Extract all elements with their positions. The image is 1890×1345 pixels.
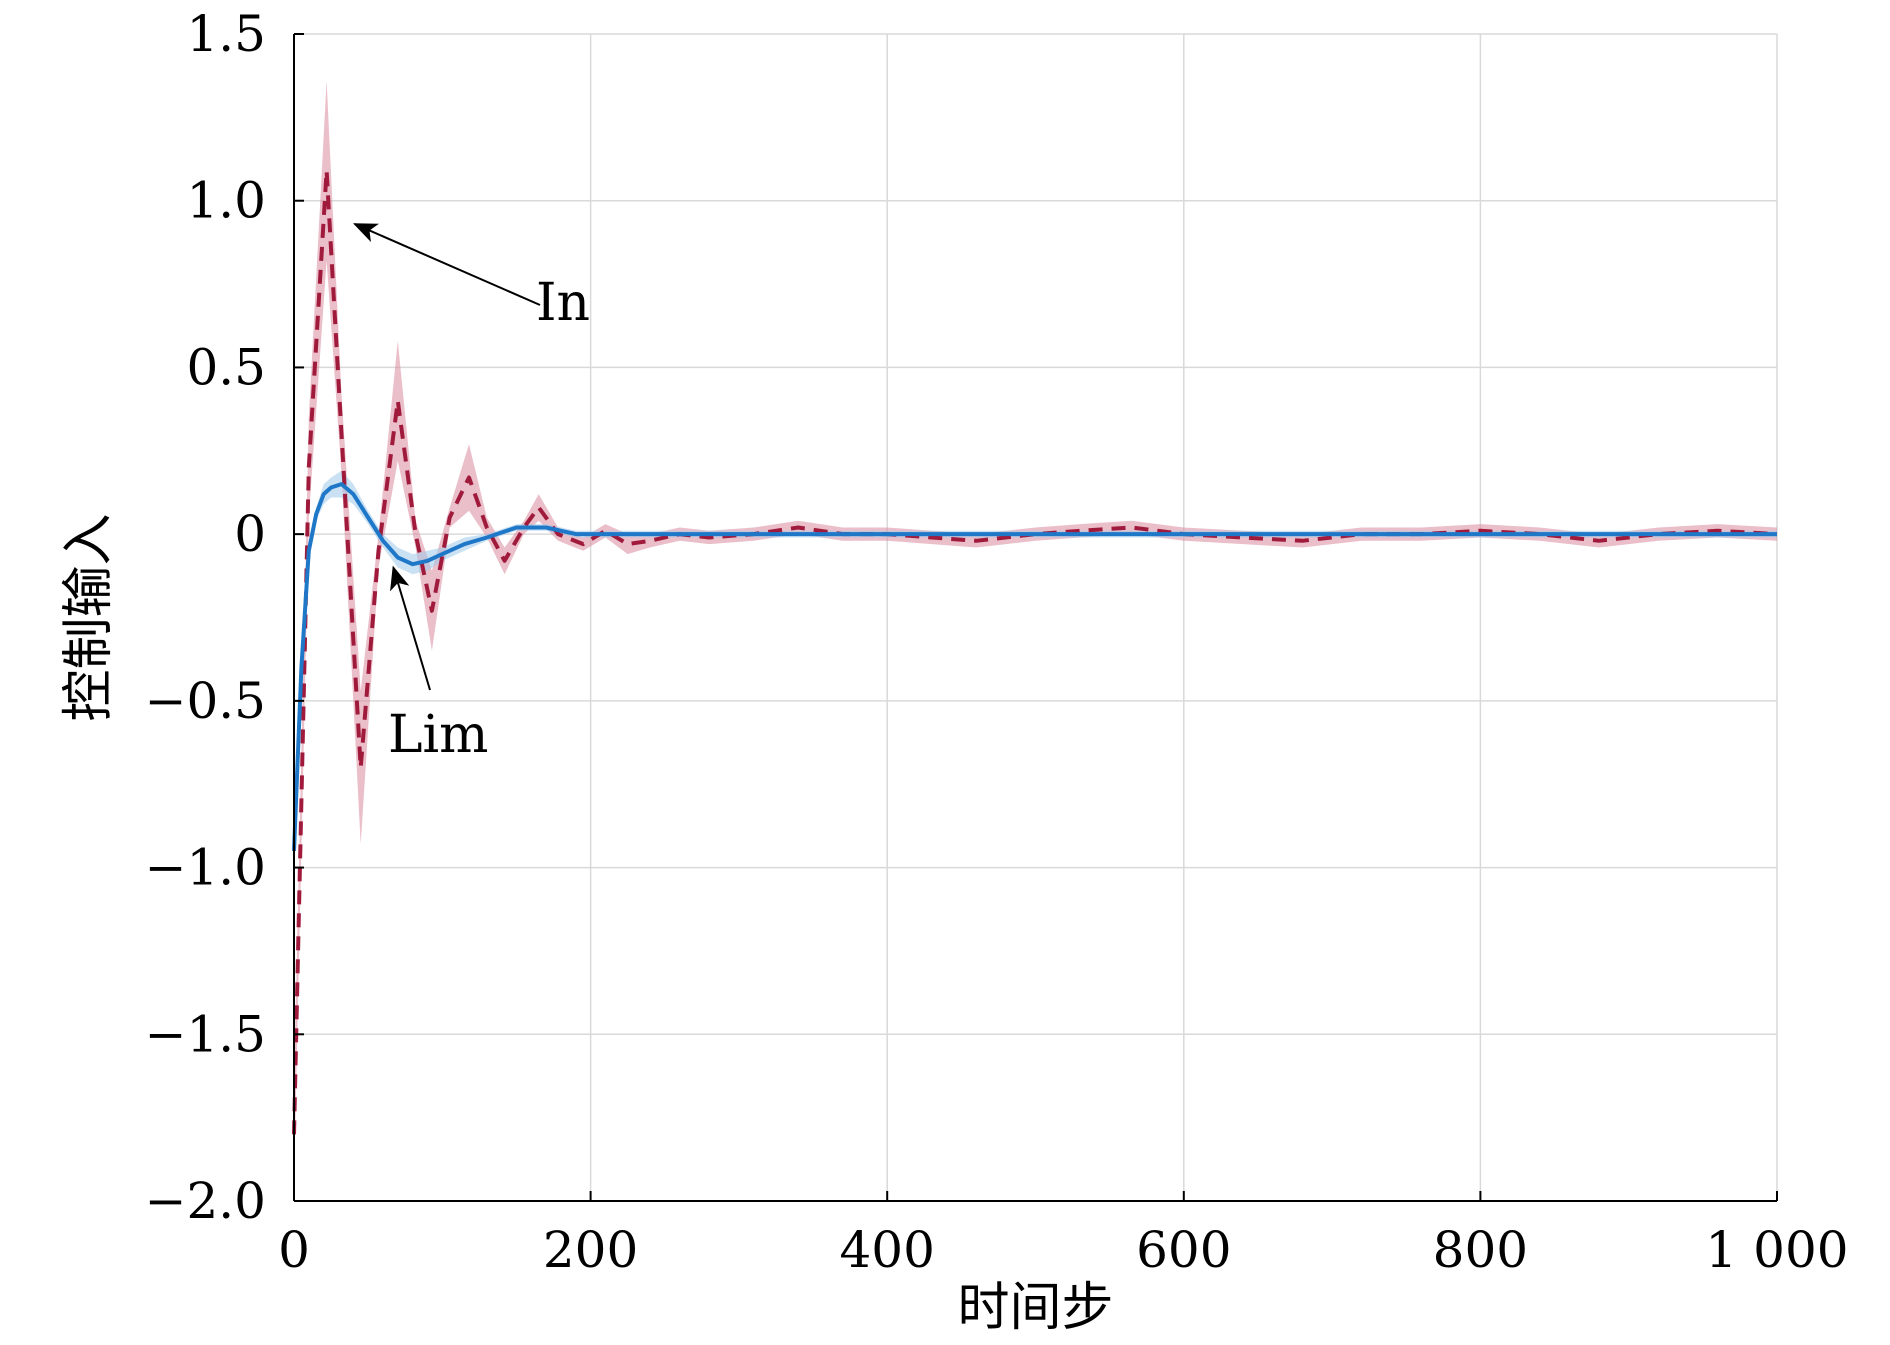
annotation-arrow-lim bbox=[390, 565, 431, 691]
x-tick-label: 1 000 bbox=[1705, 1221, 1848, 1279]
series-line-lim bbox=[292, 482, 1777, 851]
annotation-label-lim: Lim bbox=[388, 705, 488, 765]
y-tick-label: 0.5 bbox=[186, 338, 266, 396]
y-tick-label: −2.0 bbox=[145, 1172, 266, 1230]
y-axis-label: 控制输入 bbox=[59, 513, 119, 721]
x-axis-label: 时间步 bbox=[957, 1278, 1113, 1338]
annotations: In Lim bbox=[352, 223, 590, 765]
confidence-bands bbox=[294, 80, 1777, 1185]
series-line-in bbox=[292, 168, 1778, 1135]
axes bbox=[293, 33, 1778, 1202]
y-tick-label: 1.0 bbox=[186, 172, 266, 230]
x-tick-label: 800 bbox=[1433, 1221, 1528, 1279]
series-lines bbox=[292, 168, 1778, 1135]
x-tick-label: 200 bbox=[543, 1221, 638, 1279]
x-tick-label: 0 bbox=[278, 1221, 310, 1279]
x-tick-label: 400 bbox=[839, 1221, 934, 1279]
y-tick-label: −1.5 bbox=[145, 1005, 266, 1063]
y-tick-label: −0.5 bbox=[145, 672, 266, 730]
grid-lines bbox=[293, 33, 1778, 1202]
x-tick-label: 600 bbox=[1136, 1221, 1231, 1279]
annotation-label-in: In bbox=[536, 273, 590, 333]
annotation-arrow-in bbox=[352, 223, 541, 306]
y-tick-label: 0 bbox=[234, 505, 266, 563]
band-in bbox=[294, 80, 1777, 1185]
tick-labels: 0 200 400 600 800 1 000 1.5 1.0 0.5 0 −0.5 −1.0 −1.5… bbox=[145, 5, 1849, 1279]
y-tick-label: −1.0 bbox=[145, 839, 266, 897]
y-tick-label: 1.5 bbox=[186, 5, 266, 63]
